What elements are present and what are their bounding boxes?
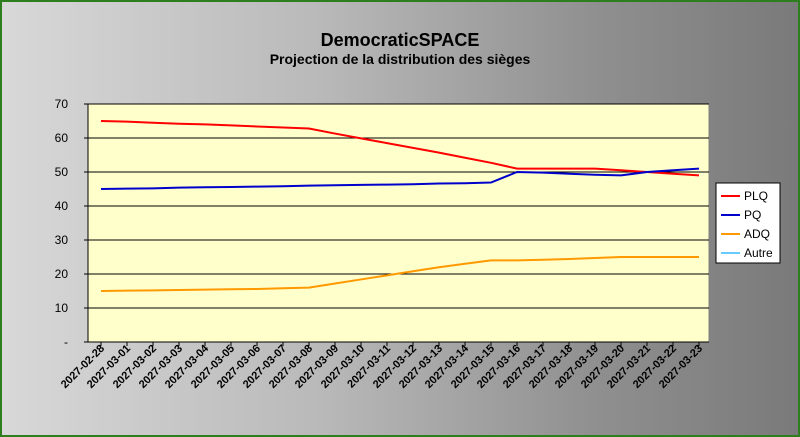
legend-label-pq: PQ xyxy=(744,208,761,222)
series-line-pq xyxy=(100,167,700,190)
y-axis: - 10 20 30 40 50 60 70 xyxy=(55,97,89,349)
legend-label-adq: ADQ xyxy=(744,227,770,241)
y-tick-label: 60 xyxy=(55,131,69,145)
chart-subtitle: Projection de la distribution des sièges xyxy=(270,51,531,67)
gridlines xyxy=(88,103,709,309)
y-tick-label: 20 xyxy=(55,267,69,281)
series-lines xyxy=(100,120,700,292)
chart-title: DemocraticSPACE xyxy=(321,30,480,50)
legend-label-autre: Autre xyxy=(744,246,773,260)
x-axis: 2027-02-282027-03-012027-03-022027-03-03… xyxy=(59,341,709,391)
y-tick-label: 70 xyxy=(55,97,69,111)
legend: PLQ PQ ADQ Autre xyxy=(721,189,773,260)
legend-label-plq: PLQ xyxy=(744,189,768,203)
y-tick-label: 30 xyxy=(55,233,69,247)
y-tick-label: - xyxy=(64,335,68,349)
y-tick-label: 50 xyxy=(55,165,69,179)
series-line-adq xyxy=(100,256,699,292)
series-line-plq xyxy=(100,120,700,177)
y-tick-label: 10 xyxy=(55,301,69,315)
y-tick-label: 40 xyxy=(55,199,69,213)
plot-area xyxy=(87,103,710,343)
